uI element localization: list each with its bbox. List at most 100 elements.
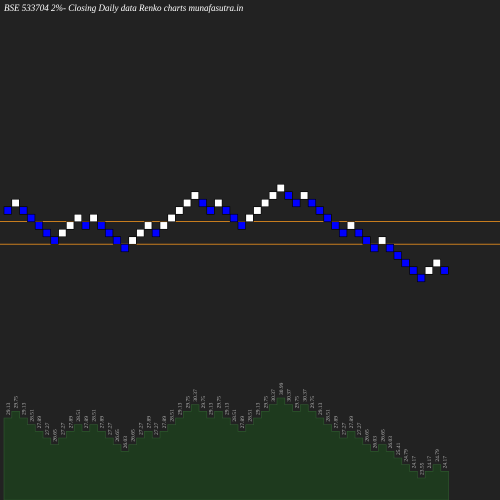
brick — [261, 198, 270, 208]
value-label: 26.65 — [53, 429, 59, 442]
brick — [245, 213, 254, 223]
value-label: 29.75 — [14, 396, 20, 409]
brick — [253, 206, 262, 215]
value-label: 29.75 — [310, 396, 316, 409]
chart-title: BSE 533704 2%- Closing Daily data Renko … — [4, 3, 244, 13]
brick — [183, 198, 192, 208]
value-label: 30.37 — [193, 389, 199, 402]
brick — [214, 198, 223, 208]
value-label: 28.51 — [92, 409, 98, 422]
brick — [81, 221, 90, 230]
brick — [229, 213, 238, 223]
brick — [268, 191, 278, 200]
brick — [190, 191, 199, 200]
value-label: 26.03 — [123, 436, 129, 449]
value-label: 29.75 — [263, 396, 269, 409]
value-label: 28.51 — [76, 409, 82, 422]
value-label: 27.27 — [61, 422, 67, 435]
brick — [284, 191, 293, 200]
value-label: 29.75 — [217, 396, 223, 409]
value-label: 29.13 — [224, 402, 230, 415]
value-label: 26.03 — [373, 436, 379, 449]
value-label: 27.89 — [349, 416, 355, 429]
value-label: 28.51 — [248, 409, 254, 422]
brick — [120, 243, 129, 253]
value-label: 24.79 — [404, 449, 410, 462]
value-label: 24.79 — [435, 449, 441, 462]
value-label: 27.89 — [100, 416, 106, 429]
brick — [34, 221, 44, 230]
brick — [432, 258, 441, 268]
value-label: 24.17 — [443, 456, 449, 469]
brick — [307, 198, 317, 208]
value-label: 26.65 — [380, 429, 386, 442]
brick — [97, 221, 106, 230]
brick — [105, 228, 114, 238]
value-label: 28.51 — [170, 409, 176, 422]
brick — [175, 206, 184, 215]
value-label: 27.27 — [107, 422, 113, 435]
brick — [206, 206, 215, 215]
value-label: 29.13 — [22, 402, 28, 415]
value-label: 28.51 — [232, 409, 238, 422]
value-label: 29.75 — [201, 396, 207, 409]
value-label: 27.89 — [240, 416, 246, 429]
value-label: 27.27 — [357, 422, 363, 435]
brick — [401, 258, 410, 268]
value-label: 27.89 — [162, 416, 168, 429]
value-label: 27.89 — [84, 416, 90, 429]
brick — [385, 243, 395, 253]
brick — [331, 221, 340, 230]
value-label: 29.13 — [178, 402, 184, 415]
value-label: 30.37 — [287, 389, 293, 402]
value-label: 28.51 — [29, 409, 35, 422]
value-label: 24.17 — [412, 456, 418, 469]
brick — [237, 221, 246, 230]
value-label: 29.13 — [318, 402, 324, 415]
value-label: 29.13 — [209, 402, 215, 415]
brick — [370, 243, 379, 253]
brick — [346, 221, 356, 230]
brick — [58, 228, 67, 238]
brick — [112, 236, 121, 245]
brick — [73, 213, 82, 223]
value-label: 27.27 — [341, 422, 347, 435]
value-label: 30.99 — [279, 382, 285, 395]
brick — [222, 206, 231, 215]
brick — [159, 221, 168, 230]
value-label: 29.13 — [6, 402, 12, 415]
value-label: 25.41 — [396, 442, 402, 455]
value-label: 27.89 — [37, 416, 43, 429]
value-label: 29.75 — [295, 396, 301, 409]
value-label: 27.27 — [154, 422, 160, 435]
brick — [19, 206, 28, 215]
brick — [276, 183, 285, 193]
value-label: 27.89 — [146, 416, 152, 429]
brick — [339, 228, 348, 238]
brick — [136, 228, 145, 238]
brick — [89, 213, 98, 223]
brick — [354, 228, 363, 238]
value-label: 26.65 — [115, 429, 121, 442]
value-label: 26.03 — [388, 436, 394, 449]
brick — [198, 198, 207, 208]
brick — [417, 273, 426, 283]
brick — [424, 266, 434, 275]
value-label: 30.37 — [302, 389, 308, 402]
brick — [292, 198, 301, 208]
brick — [50, 236, 59, 245]
brick — [300, 191, 309, 200]
value-label: 27.27 — [45, 422, 51, 435]
brick — [167, 213, 176, 223]
brick — [27, 213, 36, 223]
brick — [362, 236, 371, 245]
brick — [128, 236, 137, 245]
value-label: 28.51 — [326, 409, 332, 422]
brick — [144, 221, 153, 230]
value-label: 23.55 — [419, 462, 425, 475]
value-label: 29.75 — [185, 396, 191, 409]
value-label: 27.89 — [68, 416, 74, 429]
brick — [315, 206, 324, 215]
